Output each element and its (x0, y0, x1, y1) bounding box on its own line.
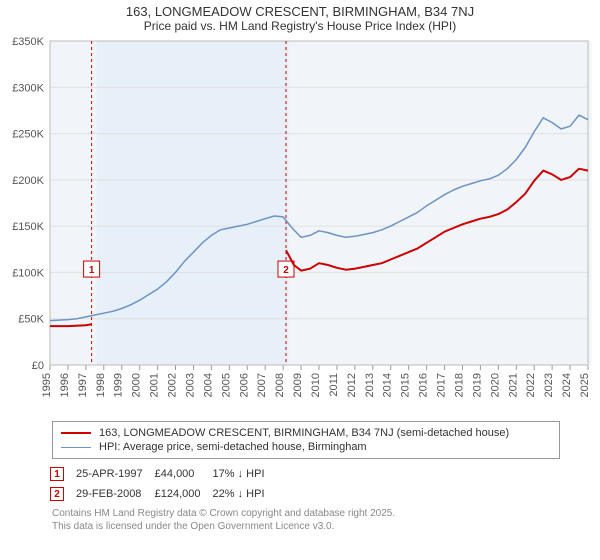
svg-text:£0: £0 (32, 360, 44, 372)
svg-text:2014: 2014 (382, 373, 394, 397)
svg-text:2001: 2001 (149, 373, 161, 397)
svg-text:2010: 2010 (310, 373, 322, 397)
svg-text:2003: 2003 (184, 373, 196, 397)
chart-plot-area: £0 £50K £100K £150K £200K £250K £300K £350K 1995… (0, 35, 600, 415)
marker-price-2: £124,000 (155, 485, 211, 503)
legend-swatch-property (61, 432, 91, 434)
marker-badge-1: 1 (50, 467, 64, 481)
attribution: Contains HM Land Registry data © Crown c… (52, 507, 560, 533)
svg-text:2020: 2020 (489, 373, 501, 397)
marker-badge-2: 2 (50, 487, 64, 501)
svg-text:2007: 2007 (256, 373, 268, 397)
svg-text:2013: 2013 (364, 373, 376, 397)
line-chart-svg: £0 £50K £100K £150K £200K £250K £300K £350K 1995… (0, 35, 600, 415)
svg-text:£250K: £250K (12, 129, 44, 141)
chart-subtitle: Price paid vs. HM Land Registry's House … (0, 19, 600, 35)
legend-item-hpi: HPI: Average price, semi-detached house,… (61, 440, 551, 454)
svg-text:£200K: £200K (12, 175, 44, 187)
marker-date-2: 29-FEB-2008 (76, 485, 153, 503)
svg-text:£100K: £100K (12, 267, 44, 279)
svg-text:2011: 2011 (328, 373, 340, 397)
svg-text:£50K: £50K (18, 314, 44, 326)
chart-container: 163, LONGMEADOW CRESCENT, BIRMINGHAM, B3… (0, 0, 600, 560)
marker-date-1: 25-APR-1997 (76, 465, 153, 483)
svg-text:2021: 2021 (507, 373, 519, 397)
svg-text:£300K: £300K (12, 82, 44, 94)
svg-text:2002: 2002 (167, 373, 179, 397)
svg-text:2015: 2015 (400, 373, 412, 397)
svg-text:2018: 2018 (453, 373, 465, 397)
marker-table: 1 25-APR-1997 £44,000 17% ↓ HPI 2 29-FEB… (48, 463, 277, 505)
svg-text:2006: 2006 (238, 373, 250, 397)
svg-text:2017: 2017 (436, 373, 448, 397)
legend-swatch-hpi (61, 447, 91, 448)
svg-text:2005: 2005 (220, 373, 232, 397)
svg-text:2024: 2024 (561, 373, 573, 397)
legend-label-hpi: HPI: Average price, semi-detached house,… (99, 441, 367, 453)
svg-text:2023: 2023 (543, 373, 555, 397)
svg-text:£150K: £150K (12, 221, 44, 233)
svg-text:2008: 2008 (274, 373, 286, 397)
svg-text:1999: 1999 (113, 373, 125, 397)
svg-text:2: 2 (283, 265, 289, 276)
svg-text:1996: 1996 (59, 373, 71, 397)
svg-text:2004: 2004 (202, 373, 214, 397)
svg-text:2025: 2025 (579, 373, 591, 397)
svg-text:2012: 2012 (346, 373, 358, 397)
svg-text:2000: 2000 (131, 373, 143, 397)
marker-delta-1: 17% ↓ HPI (213, 465, 275, 483)
legend-item-property: 163, LONGMEADOW CRESCENT, BIRMINGHAM, B3… (61, 426, 551, 440)
svg-text:1995: 1995 (41, 373, 53, 397)
svg-text:2022: 2022 (525, 373, 537, 397)
legend: 163, LONGMEADOW CRESCENT, BIRMINGHAM, B3… (52, 421, 560, 459)
marker-delta-2: 22% ↓ HPI (213, 485, 275, 503)
marker-row-2: 2 29-FEB-2008 £124,000 22% ↓ HPI (50, 485, 275, 503)
svg-text:1997: 1997 (77, 373, 89, 397)
svg-text:2019: 2019 (471, 373, 483, 397)
attribution-line-1: Contains HM Land Registry data © Crown c… (52, 507, 560, 520)
svg-text:2016: 2016 (418, 373, 430, 397)
svg-text:1: 1 (89, 265, 95, 276)
legend-label-property: 163, LONGMEADOW CRESCENT, BIRMINGHAM, B3… (99, 427, 509, 439)
attribution-line-2: This data is licensed under the Open Gov… (52, 520, 560, 533)
marker-price-1: £44,000 (155, 465, 211, 483)
svg-text:£350K: £350K (12, 36, 44, 48)
svg-text:2009: 2009 (292, 373, 304, 397)
chart-title: 163, LONGMEADOW CRESCENT, BIRMINGHAM, B3… (0, 0, 600, 19)
svg-text:1998: 1998 (95, 373, 107, 397)
marker-row-1: 1 25-APR-1997 £44,000 17% ↓ HPI (50, 465, 275, 483)
